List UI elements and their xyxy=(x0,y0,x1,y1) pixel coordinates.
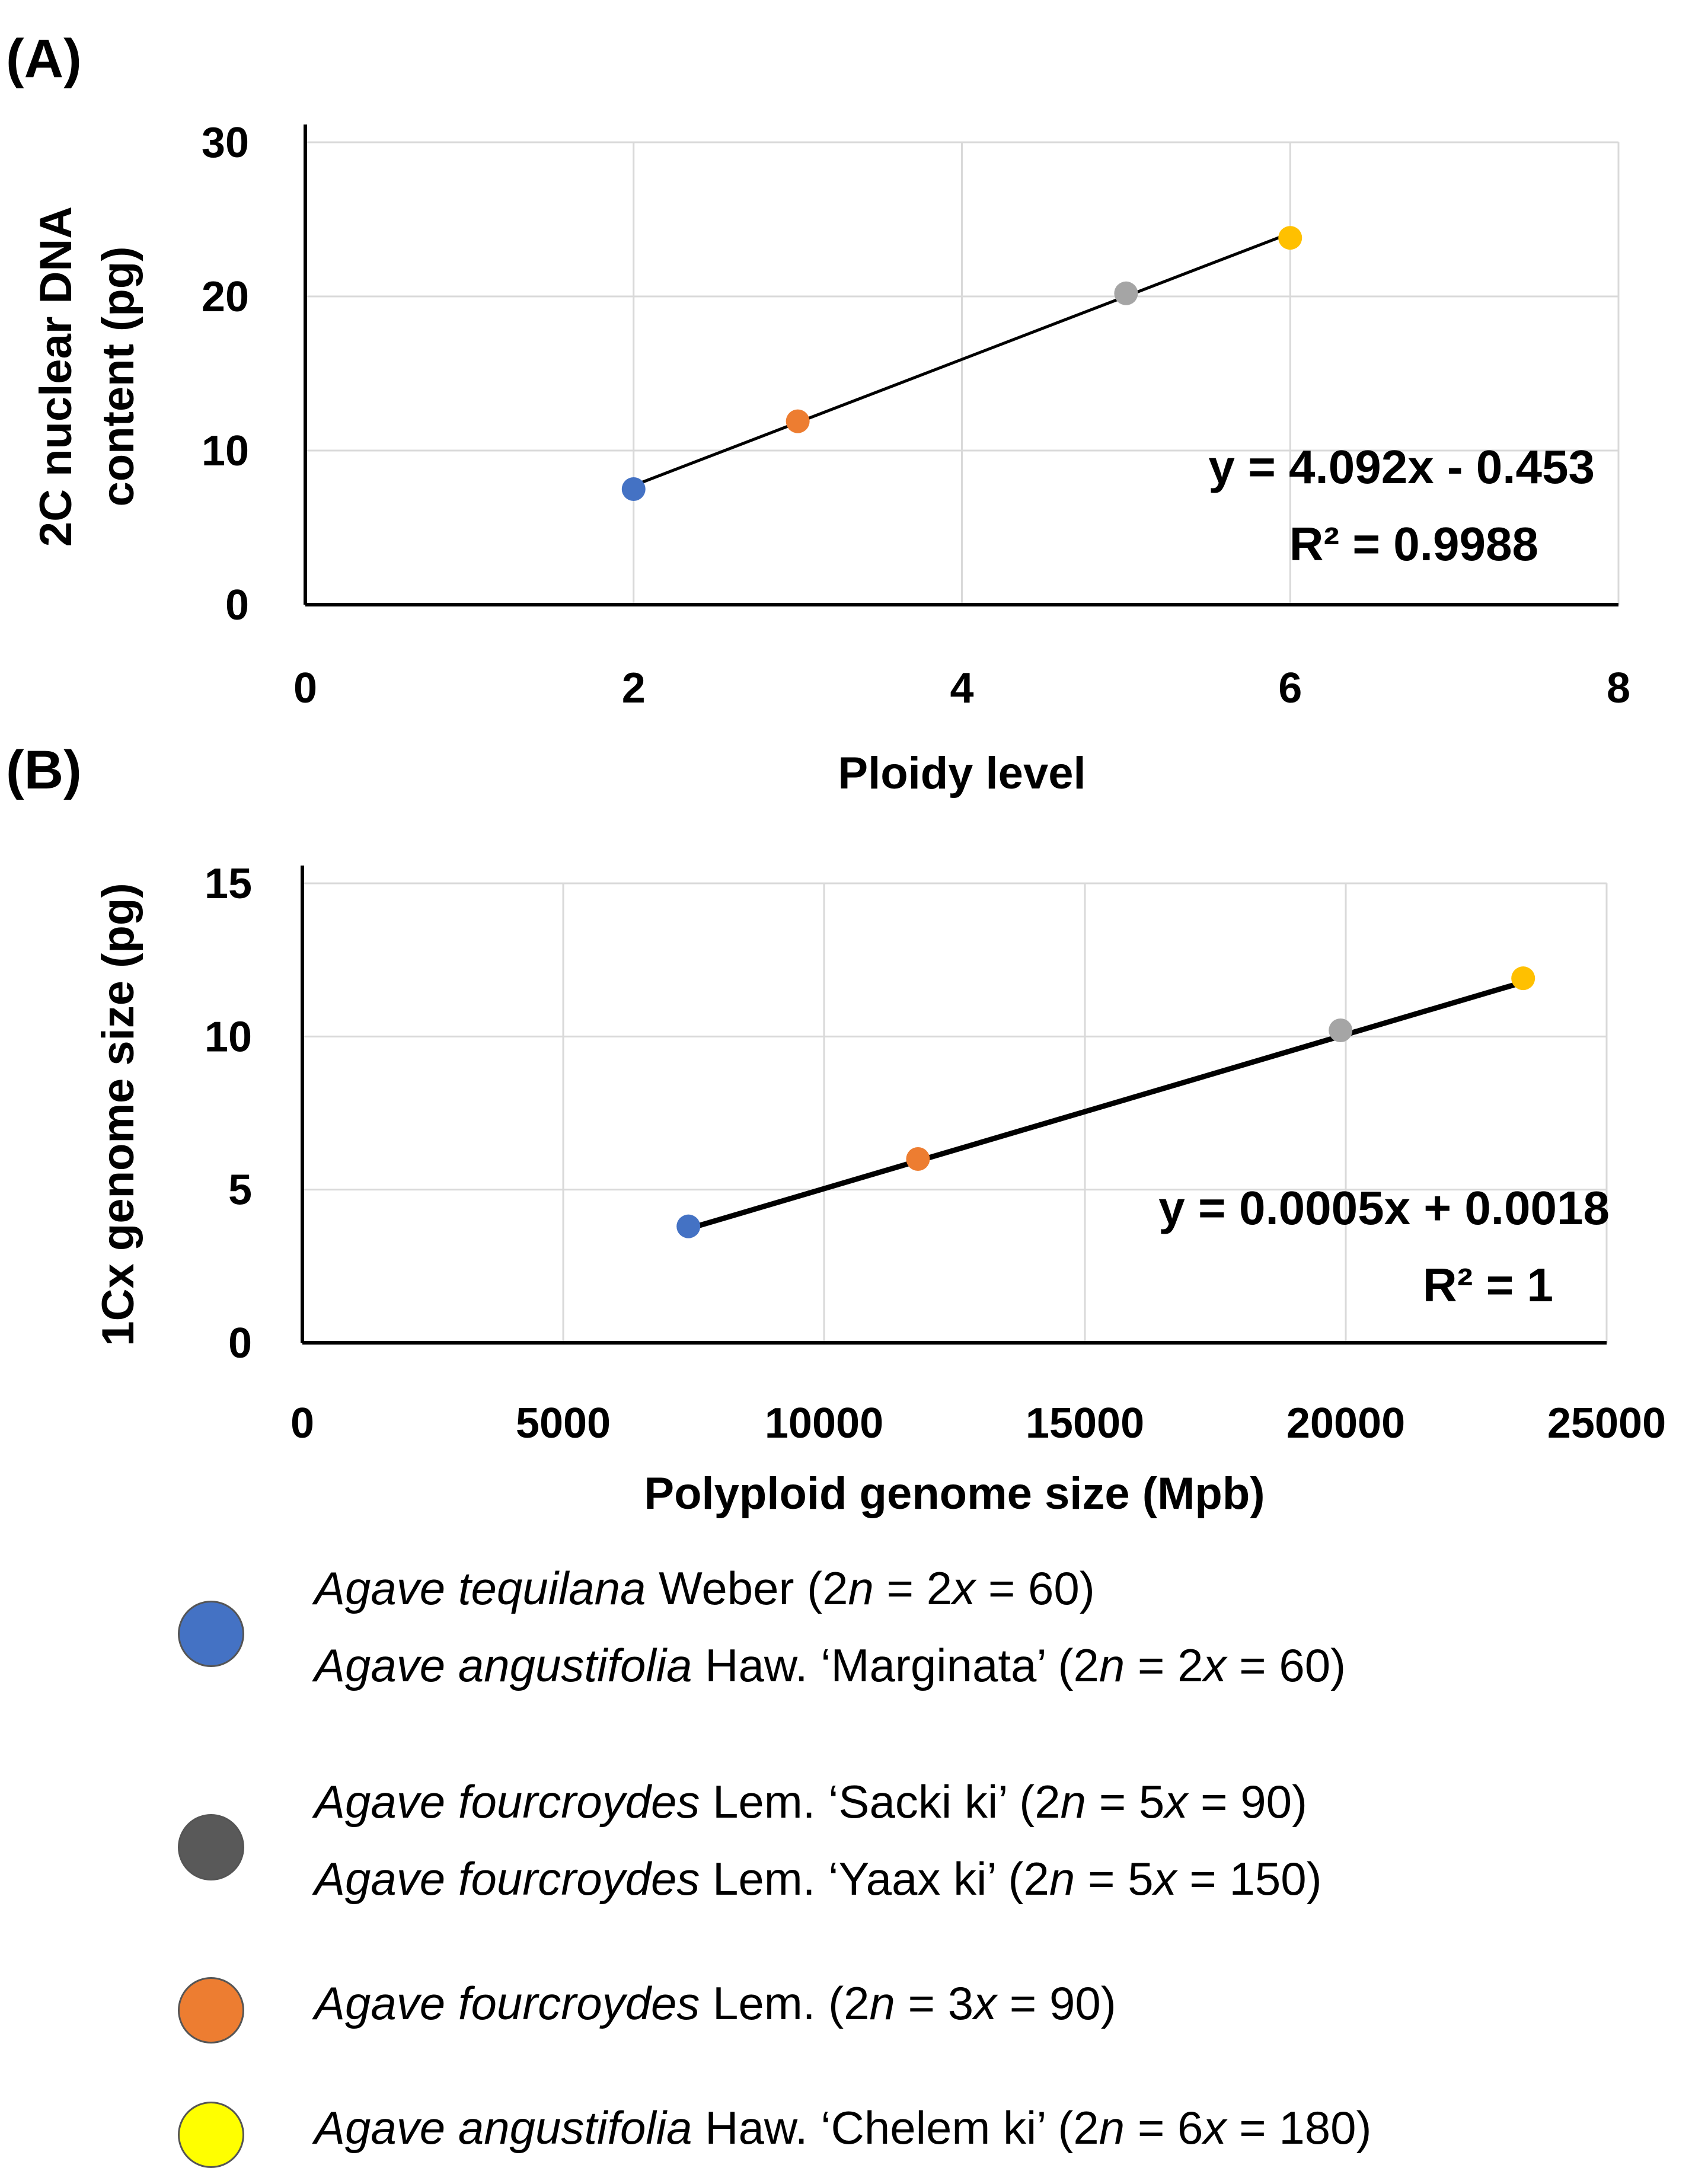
panel-a-x-axis-title: Ploidy level xyxy=(838,748,1086,799)
legend-text: Weber (2 xyxy=(646,1562,848,1614)
panel-a-label: (A) xyxy=(6,28,82,89)
legend-text: = 90) xyxy=(1187,1776,1307,1828)
legend-species: Agave tequilana xyxy=(314,1562,646,1614)
legend-text: = 2 xyxy=(1125,1639,1203,1691)
panel-b-data-point xyxy=(1511,966,1535,991)
panel-a-equation: y = 4.092x - 0.453 xyxy=(1208,440,1595,493)
panel-b-y-ticks: 0 5 10 15 xyxy=(205,860,252,1367)
legend-x: x xyxy=(1153,1853,1177,1905)
panel-b-data-point xyxy=(1329,1018,1353,1042)
panel-a-x-tick-label: 0 xyxy=(293,665,317,712)
panel-b-label: (B) xyxy=(6,740,82,800)
panel-a-data-point xyxy=(621,477,646,501)
legend-entry: Agave fourcroydes Lem. ‘Sacki ki’ (2n = … xyxy=(314,1779,1307,1825)
legend-x: x xyxy=(973,1977,997,2029)
panel-a-data-point xyxy=(786,409,810,433)
panel-b-x-axis-title: Polyploid genome size (Mpb) xyxy=(644,1468,1265,1519)
legend-text: Lem. (2 xyxy=(700,1977,870,2029)
legend-swatch xyxy=(178,1977,244,2044)
panel-a-y-tick-label: 30 xyxy=(202,119,249,167)
legend-text: = 60) xyxy=(975,1562,1095,1614)
panel-a-y-axis-title-line1: 2C nuclear DNA xyxy=(31,206,81,547)
legend-x: x xyxy=(952,1562,976,1614)
legend-x: x xyxy=(1203,1639,1227,1691)
panel-b-y-axis-title: 1Cx genome size (pg) xyxy=(93,883,143,1346)
panel-b-y-tick-label: 15 xyxy=(205,860,252,908)
legend-species: Agave fourcroydes xyxy=(314,1776,700,1828)
panel-b-data-point xyxy=(906,1147,930,1171)
panel-a-r-squared: R² = 0.9988 xyxy=(1289,518,1538,570)
legend-text: Lem. ‘Sacki ki’ (2 xyxy=(700,1776,1061,1828)
legend-swatch xyxy=(178,1814,244,1880)
panel-a-x-tick-label: 4 xyxy=(950,665,973,712)
panel-b-trendline xyxy=(687,979,1524,1231)
legend-species: Agave angustifolia xyxy=(314,1639,692,1691)
legend-n: n xyxy=(1099,2102,1125,2154)
legend-text: = 180) xyxy=(1226,2102,1372,2154)
panel-a-y-ticks: 0 10 20 30 xyxy=(202,119,249,629)
panel-a-x-tick-label: 2 xyxy=(622,665,646,712)
panel-b-x-tick-label: 15000 xyxy=(1026,1400,1144,1447)
legend-x: x xyxy=(1164,1776,1188,1828)
panel-a-x-ticks: 0 2 4 6 8 xyxy=(293,665,1630,712)
panel-b-axes xyxy=(301,866,1607,1345)
legend-entry: Agave fourcroydes Lem. ‘Yaax ki’ (2n = 5… xyxy=(314,1856,1322,1902)
legend-text: = 2 xyxy=(873,1562,953,1614)
legend-n: n xyxy=(1099,1639,1125,1691)
panel-a-y-tick-label: 0 xyxy=(225,582,249,629)
panel-b-y-tick-label: 5 xyxy=(228,1167,252,1214)
legend-text: = 90) xyxy=(997,1977,1116,2029)
legend-text: = 60) xyxy=(1226,1639,1346,1691)
panel-b-x-tick-label: 25000 xyxy=(1547,1400,1666,1447)
panel-a-y-axis-title-line2: content (pg) xyxy=(93,246,143,506)
panel-b-y-tick-label: 10 xyxy=(205,1013,252,1061)
legend-text: = 5 xyxy=(1075,1853,1154,1905)
legend-entry: Agave fourcroydes Lem. (2n = 3x = 90) xyxy=(314,1980,1116,2026)
panel-b-x-tick-label: 5000 xyxy=(516,1400,611,1447)
legend-text: Haw. ‘Chelem ki’ (2 xyxy=(692,2102,1099,2154)
legend-n: n xyxy=(1049,1853,1075,1905)
panel-a-trendline xyxy=(633,232,1291,487)
legend-text: Lem. ‘Yaax ki’ (2 xyxy=(700,1853,1049,1905)
panel-a: (A) 0 2 4 6 8 0 10 20 30 Ploidy level 2C nuclea… xyxy=(6,28,1630,799)
panel-b-x-ticks: 0 5000 10000 15000 20000 25000 xyxy=(290,1400,1666,1447)
panel-a-data-point xyxy=(1114,281,1138,305)
panel-a-grid xyxy=(305,141,1620,605)
legend-text: = 6 xyxy=(1125,2102,1203,2154)
legend-entry: Agave angustifolia Haw. ‘Chelem ki’ (2n … xyxy=(314,2105,1371,2151)
panel-b-data-point xyxy=(676,1214,701,1238)
legend-entry: Agave tequilana Weber (2n = 2x = 60) xyxy=(314,1565,1095,1611)
panel-a-points xyxy=(621,226,1302,501)
panel-b-equation: y = 0.0005x + 0.0018 xyxy=(1158,1182,1610,1234)
panel-b: (B) 0 5000 10000 15000 20000 25000 0 5 10 15 Pol… xyxy=(6,740,1666,1519)
panel-b-grid xyxy=(302,882,1608,1343)
panel-b-x-tick-label: 20000 xyxy=(1286,1400,1405,1447)
panel-a-data-point xyxy=(1278,226,1302,250)
legend-species: Agave fourcroydes xyxy=(314,1853,700,1905)
legend-n: n xyxy=(1060,1776,1087,1828)
legend-swatch xyxy=(178,1601,244,1667)
panel-a-y-tick-label: 10 xyxy=(202,427,249,475)
legend-text: = 5 xyxy=(1086,1776,1165,1828)
panel-b-points xyxy=(676,966,1535,1238)
panel-a-x-tick-label: 6 xyxy=(1278,665,1302,712)
legend-n: n xyxy=(848,1562,874,1614)
legend-n: n xyxy=(869,1977,895,2029)
legend-entry: Agave angustifolia Haw. ‘Marginata’ (2n … xyxy=(314,1642,1346,1688)
legend-species: Agave angustifolia xyxy=(314,2102,692,2154)
legend-species: Agave fourcroydes xyxy=(314,1977,700,2029)
legend-swatch xyxy=(178,2102,244,2168)
legend-x: x xyxy=(1203,2102,1227,2154)
panel-b-x-tick-label: 10000 xyxy=(765,1400,883,1447)
panel-b-r-squared: R² = 1 xyxy=(1423,1259,1553,1311)
panel-a-x-tick-label: 8 xyxy=(1607,665,1630,712)
panel-b-y-tick-label: 0 xyxy=(228,1320,252,1367)
panel-b-x-tick-label: 0 xyxy=(290,1400,314,1447)
legend-text: Haw. ‘Marginata’ (2 xyxy=(692,1639,1099,1691)
panel-a-axes xyxy=(304,124,1618,606)
legend-text: = 150) xyxy=(1176,1853,1322,1905)
panel-a-y-tick-label: 20 xyxy=(202,273,249,321)
legend-text: = 3 xyxy=(895,1977,974,2029)
